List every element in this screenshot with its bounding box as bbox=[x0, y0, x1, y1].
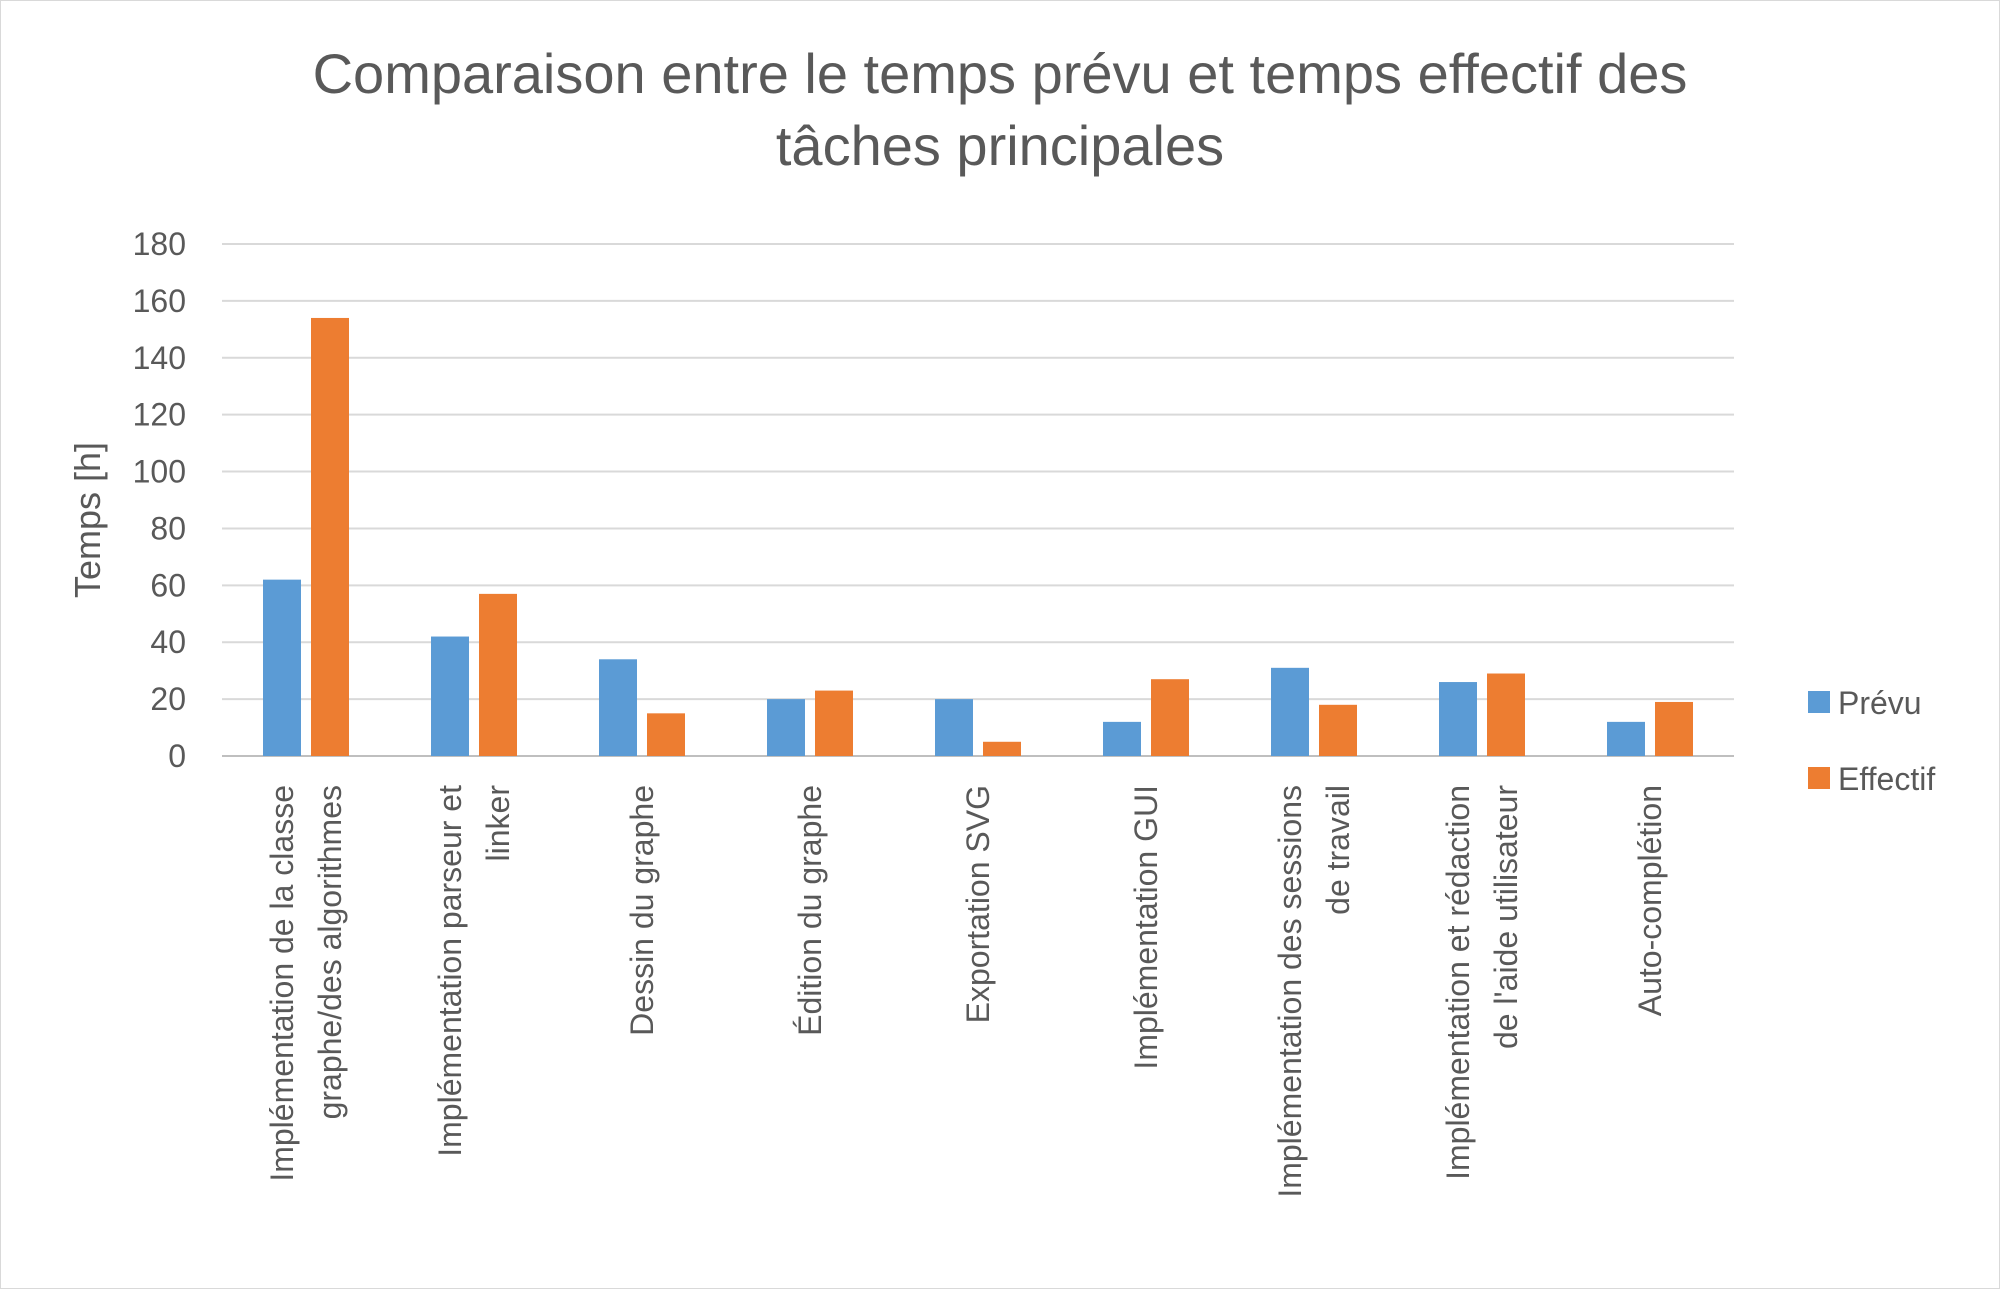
bar-prevu bbox=[1271, 667, 1309, 756]
x-category-label-line: graphe/des algorithmes bbox=[312, 785, 348, 1119]
x-category-label-line: Dessin du graphe bbox=[624, 785, 660, 1036]
bar-prevu bbox=[1103, 721, 1141, 756]
x-category-label-line: linker bbox=[480, 785, 516, 862]
x-category-label-line: Exportation SVG bbox=[960, 785, 996, 1023]
bar-effectif bbox=[1487, 673, 1525, 756]
x-category-label-line: Auto-complétion bbox=[1632, 785, 1668, 1016]
bar-effectif bbox=[1151, 679, 1189, 756]
bars bbox=[263, 317, 1693, 756]
y-tick-label: 160 bbox=[133, 283, 186, 319]
y-tick-label: 100 bbox=[133, 454, 186, 490]
bar-prevu bbox=[767, 699, 805, 756]
bar-effectif bbox=[983, 741, 1021, 756]
bar-prevu bbox=[431, 636, 469, 756]
x-category-label: Exportation SVG bbox=[960, 785, 996, 1023]
legend-label-prevu: Prévu bbox=[1838, 685, 1922, 721]
y-axis-label: Temps [h] bbox=[67, 442, 108, 598]
x-category-label: Auto-complétion bbox=[1632, 785, 1668, 1016]
bar-effectif bbox=[815, 690, 853, 756]
x-category-label: Édition du graphe bbox=[792, 785, 828, 1036]
x-category-label-line: de l'aide utilisateur bbox=[1488, 785, 1524, 1049]
y-tick-label: 120 bbox=[133, 397, 186, 433]
bar-effectif bbox=[311, 317, 349, 756]
chart-title: Comparaison entre le temps prévu et temp… bbox=[0, 38, 2000, 182]
bar-effectif bbox=[647, 713, 685, 756]
bar-prevu bbox=[599, 659, 637, 756]
gridlines bbox=[222, 243, 1734, 757]
x-category-label-line: Implémentation et rédaction bbox=[1440, 785, 1476, 1180]
x-category-label: Implémentation des sessions de travail bbox=[1272, 785, 1356, 1198]
bar-prevu bbox=[1607, 721, 1645, 756]
x-category-label: Implémentation et rédaction de l'aide uti… bbox=[1440, 785, 1524, 1180]
bar-prevu bbox=[935, 699, 973, 756]
x-category-label-line: Implémentation des sessions bbox=[1272, 785, 1308, 1198]
y-tick-label: 60 bbox=[150, 567, 186, 603]
y-axis-ticks: 0 20 40 60 80 100 120 140 160 180 bbox=[133, 226, 186, 774]
legend-swatch-prevu bbox=[1808, 691, 1830, 713]
y-tick-label: 180 bbox=[133, 226, 186, 262]
chart-title-line-1: Comparaison entre le temps prévu et temp… bbox=[312, 42, 1688, 105]
x-axis-labels: Implémentation de la classe graphe/des al… bbox=[264, 785, 1668, 1198]
bar-prevu bbox=[263, 579, 301, 756]
x-category-label-line: Implémentation de la classe bbox=[264, 785, 300, 1182]
x-category-label: Dessin du graphe bbox=[624, 785, 660, 1036]
y-tick-label: 80 bbox=[150, 510, 186, 546]
y-tick-label: 0 bbox=[168, 738, 186, 774]
x-category-label-line: Édition du graphe bbox=[792, 785, 828, 1036]
x-category-label-line: Implémentation GUI bbox=[1128, 785, 1164, 1070]
bar-effectif bbox=[479, 593, 517, 756]
legend: Prévu Effectif bbox=[1808, 685, 1935, 797]
legend-label-effectif: Effectif bbox=[1838, 761, 1935, 797]
x-category-label: Implémentation de la classe graphe/des al… bbox=[264, 785, 348, 1182]
x-category-label: Implémentation parseur et linker bbox=[432, 785, 516, 1157]
y-tick-label: 140 bbox=[133, 340, 186, 376]
bar-effectif bbox=[1655, 701, 1693, 756]
chart-title-line-2: tâches principales bbox=[775, 114, 1225, 177]
x-category-label: Implémentation GUI bbox=[1128, 785, 1164, 1070]
x-category-label-line: de travail bbox=[1320, 785, 1356, 915]
x-category-label-line: Implémentation parseur et bbox=[432, 785, 468, 1157]
y-tick-label: 40 bbox=[150, 624, 186, 660]
bar-prevu bbox=[1439, 682, 1477, 756]
legend-swatch-effectif bbox=[1808, 767, 1830, 789]
y-tick-label: 20 bbox=[150, 681, 186, 717]
bar-effectif bbox=[1319, 704, 1357, 756]
